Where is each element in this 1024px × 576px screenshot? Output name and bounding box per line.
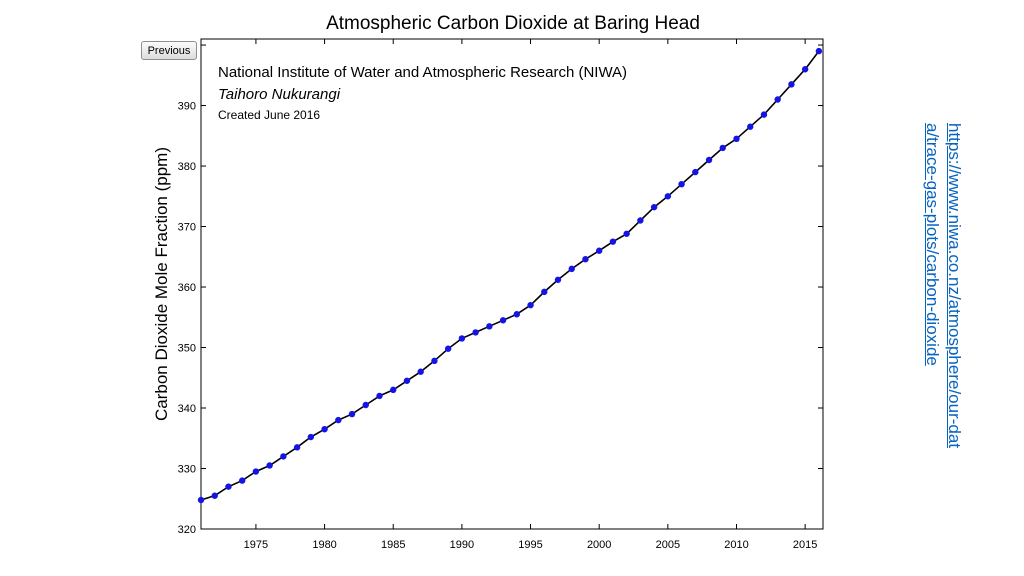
data-point [801, 66, 809, 73]
source-link[interactable]: https://www.niwa.co.nz/atmosphere/our-da… [923, 123, 964, 449]
x-tick-label: 2000 [587, 539, 611, 551]
data-point [362, 401, 369, 409]
y-tick-label: 340 [178, 403, 196, 415]
data-point [760, 111, 768, 118]
plot-frame [200, 38, 824, 530]
x-axis: 1975 1980 1985 1990 1995 2000 2005 2010 2015 [244, 39, 817, 551]
plot-area: 320330340350360370380390400 197519801985… [178, 38, 824, 551]
x-tick-label: 1975 [244, 539, 268, 551]
annotation-created: Created June 2016 [218, 108, 320, 122]
data-point [225, 483, 232, 490]
y-tick-label: 360 [178, 282, 196, 294]
y-tick-label: 390 [178, 101, 196, 113]
data-point [307, 433, 315, 441]
data-point [678, 180, 685, 188]
y-axis-label: Carbon Dioxide Mole Fraction (ppm) [152, 147, 171, 421]
trend-line [200, 50, 820, 501]
data-point [554, 276, 562, 283]
data-point [499, 317, 507, 324]
x-tick-label: 1980 [312, 539, 336, 551]
data-point [417, 368, 424, 375]
data-point [252, 468, 260, 475]
data-point [348, 410, 356, 418]
data-point [431, 357, 438, 365]
annotation-org: National Institute of Water and Atmosphe… [218, 64, 627, 81]
y-tick-label: 320 [178, 524, 196, 536]
data-point [747, 123, 754, 130]
y-tick-label: 370 [178, 222, 196, 234]
data-point [335, 416, 342, 424]
y-tick-label: 330 [178, 464, 196, 476]
data-point [321, 425, 328, 433]
x-tick-label: 2015 [793, 539, 817, 551]
data-point [472, 329, 479, 336]
data-point [788, 81, 795, 88]
data-point [774, 96, 781, 103]
data-point [733, 135, 740, 143]
chart-title: Atmospheric Carbon Dioxide at Baring Hea… [326, 13, 700, 34]
x-tick-label: 1990 [450, 539, 474, 551]
data-point [815, 47, 823, 55]
data-point [650, 203, 658, 211]
data-point [444, 345, 452, 352]
data-point [513, 311, 521, 318]
data-point [293, 444, 301, 451]
data-point [266, 462, 273, 469]
x-tick-label: 1995 [518, 539, 542, 551]
x-tick-label: 1985 [381, 539, 405, 551]
data-point [211, 492, 218, 499]
data-point [376, 392, 383, 400]
data-point [403, 377, 411, 384]
data-point [238, 477, 246, 484]
data-point [705, 156, 713, 164]
annotation-maori-name: Taihoro Nukurangi [218, 86, 341, 103]
data-point [568, 265, 575, 273]
y-tick-label: 380 [178, 161, 196, 173]
data-point [692, 168, 699, 176]
data-point [582, 255, 589, 263]
x-tick-label: 2010 [724, 539, 748, 551]
x-tick-label: 2005 [656, 539, 680, 551]
data-point [527, 301, 534, 309]
trend-series [200, 50, 820, 501]
data-point [280, 453, 287, 460]
data-point [623, 230, 630, 237]
data-point [486, 323, 493, 330]
data-point [541, 288, 548, 296]
previous-button[interactable]: Previous [141, 41, 197, 60]
data-point [719, 144, 726, 152]
data-point [458, 335, 466, 342]
data-point [197, 496, 205, 504]
y-tick-label: 350 [178, 343, 196, 355]
data-point [609, 238, 617, 245]
data-point [390, 386, 397, 394]
data-point [595, 247, 603, 254]
observation-series [197, 47, 823, 504]
data-point [664, 193, 672, 200]
data-point [637, 217, 644, 224]
